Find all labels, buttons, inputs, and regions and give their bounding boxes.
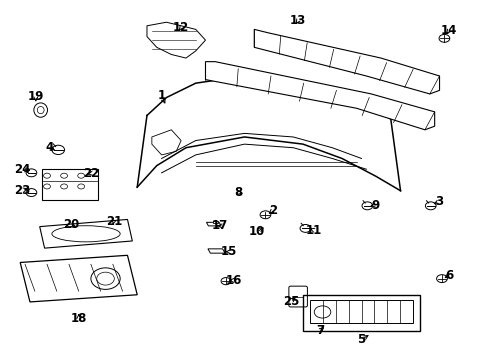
Polygon shape: [152, 130, 181, 155]
Polygon shape: [205, 62, 434, 130]
Text: 1: 1: [157, 89, 165, 102]
Polygon shape: [206, 222, 221, 226]
Text: 4: 4: [45, 141, 54, 154]
Text: 19: 19: [27, 90, 44, 103]
Text: 17: 17: [212, 219, 228, 233]
Text: 22: 22: [82, 167, 99, 180]
Text: 24: 24: [15, 163, 31, 176]
Text: 16: 16: [225, 274, 242, 287]
Text: 23: 23: [15, 184, 31, 197]
Text: 25: 25: [282, 295, 298, 308]
Bar: [303, 295, 419, 330]
Text: 21: 21: [105, 215, 122, 228]
Polygon shape: [254, 30, 439, 94]
Text: 5: 5: [357, 333, 365, 346]
Text: 12: 12: [173, 21, 189, 34]
Text: 13: 13: [289, 14, 305, 27]
Text: 9: 9: [370, 199, 379, 212]
Polygon shape: [310, 300, 412, 323]
Text: 3: 3: [435, 195, 443, 208]
Text: 6: 6: [444, 269, 452, 282]
Text: 10: 10: [248, 225, 264, 238]
Polygon shape: [213, 221, 217, 223]
Polygon shape: [207, 249, 224, 253]
Text: 20: 20: [63, 218, 80, 231]
Text: 15: 15: [220, 245, 237, 258]
Polygon shape: [40, 220, 132, 248]
Text: 8: 8: [234, 186, 242, 199]
Text: 11: 11: [305, 224, 322, 237]
Polygon shape: [147, 22, 205, 58]
Text: 14: 14: [440, 24, 457, 37]
Text: 18: 18: [70, 311, 87, 325]
Polygon shape: [20, 255, 137, 302]
Text: 2: 2: [268, 204, 276, 217]
Text: 7: 7: [315, 324, 324, 337]
